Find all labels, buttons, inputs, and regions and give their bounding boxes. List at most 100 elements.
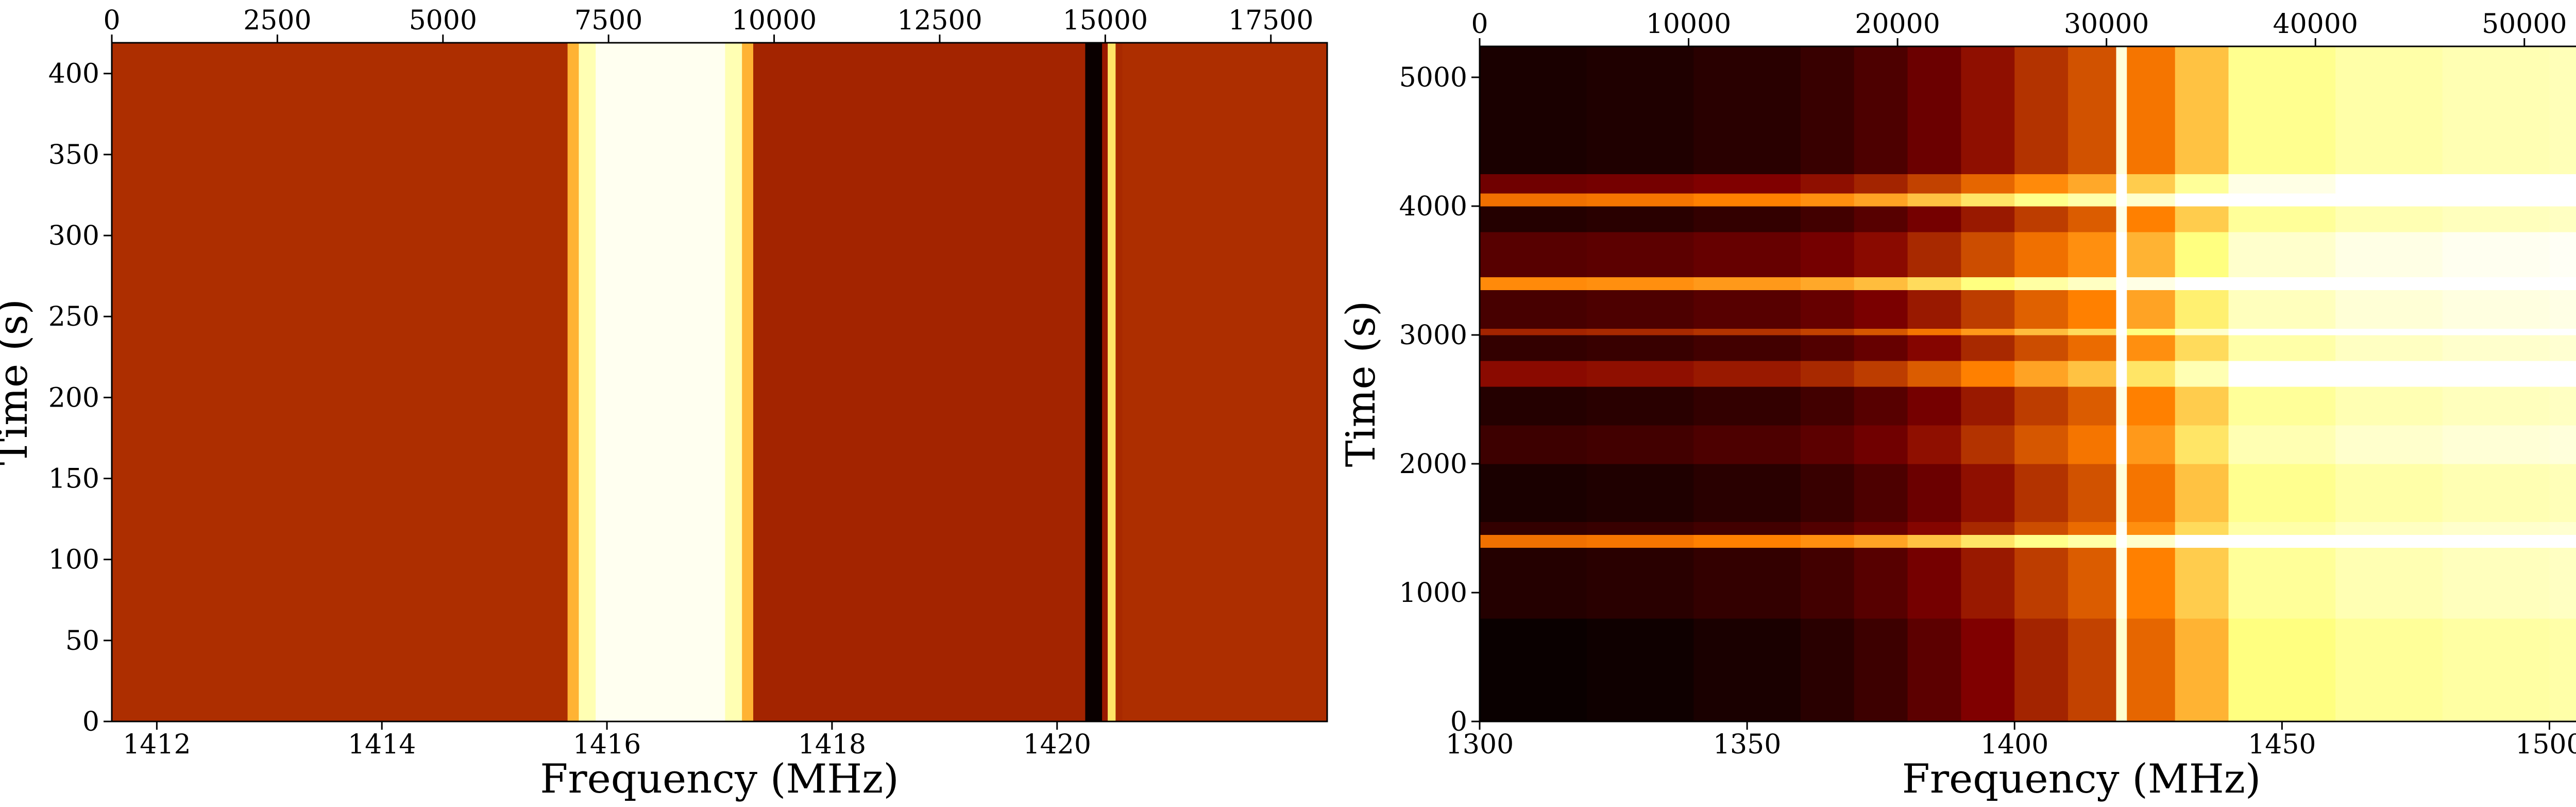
- heatmap-cell: [1693, 206, 1801, 232]
- heatmap-cell: [1586, 290, 1694, 329]
- heatmap-cell: [1961, 522, 2015, 535]
- y-tick-label: 2000: [1399, 449, 1467, 480]
- heatmap-cell: [1586, 547, 1694, 619]
- heatmap-cell: [2228, 328, 2336, 335]
- heatmap-cell: [1907, 206, 1961, 232]
- heatmap-cell: [2442, 464, 2550, 522]
- heatmap-cell: [2014, 618, 2069, 722]
- heatmap-cell: [2442, 361, 2550, 387]
- heatmap-cell: [2175, 464, 2229, 522]
- heatmap-cell: [1800, 290, 1855, 329]
- heatmap-cell: [1800, 174, 1855, 194]
- heatmap-cell: [1586, 386, 1694, 426]
- heatmap-cell: [2175, 277, 2229, 290]
- heatmap-cell: [2068, 277, 2116, 290]
- y-tick-label: 100: [48, 545, 99, 576]
- heatmap-cell: [2228, 464, 2336, 522]
- heatmap-cell: [2442, 328, 2550, 335]
- heatmap-cell: [1800, 618, 1855, 722]
- heatmap-cell: [2335, 534, 2443, 548]
- heatmap-cell: [2127, 335, 2176, 361]
- heatmap-cell: [1961, 277, 2015, 290]
- heatmap-cell: [1800, 522, 1855, 535]
- heatmap-cell: [1480, 206, 1587, 232]
- heatmap-cell: [2442, 534, 2550, 548]
- heatmap-cell: [2228, 547, 2336, 619]
- heatmap-cell: [2014, 547, 2069, 619]
- heatmap-cell: [2549, 290, 2576, 329]
- y-tick-label: 50: [65, 626, 99, 657]
- heatmap-cell: [2442, 206, 2550, 232]
- heatmap-cell: [1693, 46, 1801, 174]
- heatmap-cell: [567, 43, 579, 722]
- heatmap-cell: [1693, 425, 1801, 464]
- heatmap-cell: [1907, 335, 1961, 361]
- heatmap-cell: [1480, 290, 1587, 329]
- heatmap-cell: [1480, 386, 1587, 426]
- heatmap-cell: [2127, 534, 2176, 548]
- heatmap-cell: [2549, 232, 2576, 277]
- heatmap-cell: [1800, 46, 1855, 174]
- x-tick-label: 1450: [2248, 729, 2316, 760]
- heatmap-cell: [2175, 206, 2229, 232]
- heatmap-cell: [1693, 328, 1801, 335]
- heatmap-cell: [2549, 335, 2576, 361]
- heatmap-cell: [2442, 618, 2550, 722]
- heatmap-cell: [1854, 547, 1908, 619]
- heatmap-cell: [2175, 547, 2229, 619]
- heatmap-cell: [2335, 328, 2443, 335]
- heatmap-cell: [1907, 522, 1961, 535]
- heatmap-cell: [1586, 464, 1694, 522]
- heatmap-cell: [2549, 361, 2576, 387]
- heatmap-cell: [2335, 618, 2443, 722]
- heatmap-cell: [2335, 464, 2443, 522]
- heatmap-cell: [2068, 232, 2116, 277]
- heatmap-cell: [1907, 386, 1961, 426]
- heatmap-cell: [1586, 534, 1694, 548]
- heatmap-cell: [2116, 232, 2127, 277]
- heatmap-cell: [1586, 193, 1694, 207]
- heatmap-cell: [1907, 618, 1961, 722]
- heatmap-cell: [1907, 464, 1961, 522]
- heatmap-cell: [2127, 386, 2176, 426]
- heatmap-cell: [1854, 232, 1908, 277]
- x-tick-label: 1500: [2515, 729, 2576, 760]
- heatmap-cell: [2014, 522, 2069, 535]
- heatmap-cell: [1693, 193, 1801, 207]
- heatmap-cell: [1907, 425, 1961, 464]
- heatmap-cell: [2175, 522, 2229, 535]
- heatmap-cell: [2116, 193, 2127, 207]
- heatmap-cell: [1800, 534, 1855, 548]
- heatmap-cell: [2116, 425, 2127, 464]
- heatmap-cell: [1800, 335, 1855, 361]
- heatmap-cell: [1854, 206, 1908, 232]
- x2-tick-label: 30000: [2064, 9, 2149, 40]
- x-tick-label: 1420: [1023, 729, 1091, 760]
- y-tick-label: 1000: [1399, 578, 1467, 609]
- y-tick-label: 4000: [1399, 191, 1467, 222]
- heatmap-cell: [2228, 386, 2336, 426]
- heatmap-cell: [1800, 464, 1855, 522]
- heatmap-cell: [1102, 43, 1108, 722]
- heatmap-cell: [1108, 43, 1116, 722]
- heatmap-cell: [1854, 522, 1908, 535]
- heatmap-cell: [1800, 277, 1855, 290]
- panel: 1300 1350 1400 1450 15000 10000 20000 30000 4000…: [1338, 9, 2576, 802]
- heatmap-cell: [2175, 193, 2229, 207]
- heatmap-cell: [2127, 547, 2176, 619]
- y-tick-label: 5000: [1399, 62, 1467, 93]
- heatmap-cell: [1961, 618, 2015, 722]
- heatmap-cell: [2175, 534, 2229, 548]
- heatmap-cell: [2549, 328, 2576, 335]
- heatmap-cell: [1693, 277, 1801, 290]
- heatmap-cell: [2014, 464, 2069, 522]
- heatmap-cell: [2116, 46, 2127, 174]
- heatmap-cell: [2014, 46, 2069, 174]
- heatmap-cell: [1907, 277, 1961, 290]
- heatmap-cell: [2127, 193, 2176, 207]
- heatmap-cell: [2549, 522, 2576, 535]
- heatmap-cell: [2068, 335, 2116, 361]
- heatmap-cell: [2068, 618, 2116, 722]
- plot-frame: [111, 42, 1328, 722]
- heatmap-cell: [2175, 46, 2229, 174]
